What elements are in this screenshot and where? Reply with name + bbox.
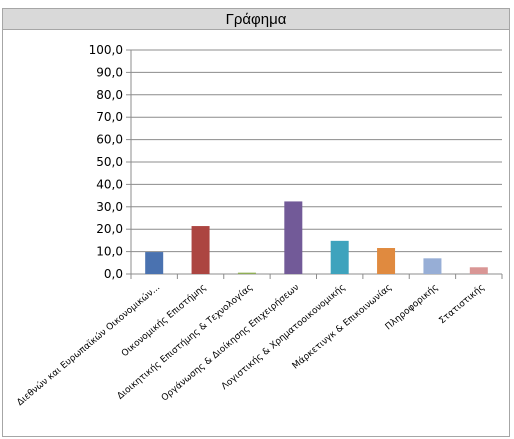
- y-tick-label: 40,0: [96, 177, 123, 191]
- y-tick-label: 0,0: [104, 267, 123, 281]
- y-tick-label: 10,0: [96, 245, 123, 259]
- bar: [237, 272, 256, 274]
- y-tick-label: 30,0: [96, 200, 123, 214]
- bar: [330, 240, 349, 274]
- y-tick-label: 20,0: [96, 222, 123, 236]
- bar: [145, 252, 164, 274]
- x-tick-label: Μάρκετινγκ & Επικοινωνίας: [291, 283, 394, 372]
- bar: [423, 258, 442, 274]
- x-tick-label: Στατιστικής: [437, 283, 486, 327]
- bar: [191, 226, 210, 274]
- y-tick-label: 90,0: [96, 65, 123, 79]
- bar: [284, 201, 303, 274]
- chart-frame: [2, 29, 510, 437]
- bar: [469, 267, 488, 274]
- y-tick-label: 80,0: [96, 88, 123, 102]
- y-tick-label: 60,0: [96, 133, 123, 147]
- y-tick-label: 70,0: [96, 110, 123, 124]
- y-tick-label: 50,0: [96, 155, 123, 169]
- bar: [377, 248, 396, 274]
- y-tick-label: 100,0: [89, 43, 123, 57]
- x-tick-label: Οικονομικής Επιστήμης: [120, 283, 208, 359]
